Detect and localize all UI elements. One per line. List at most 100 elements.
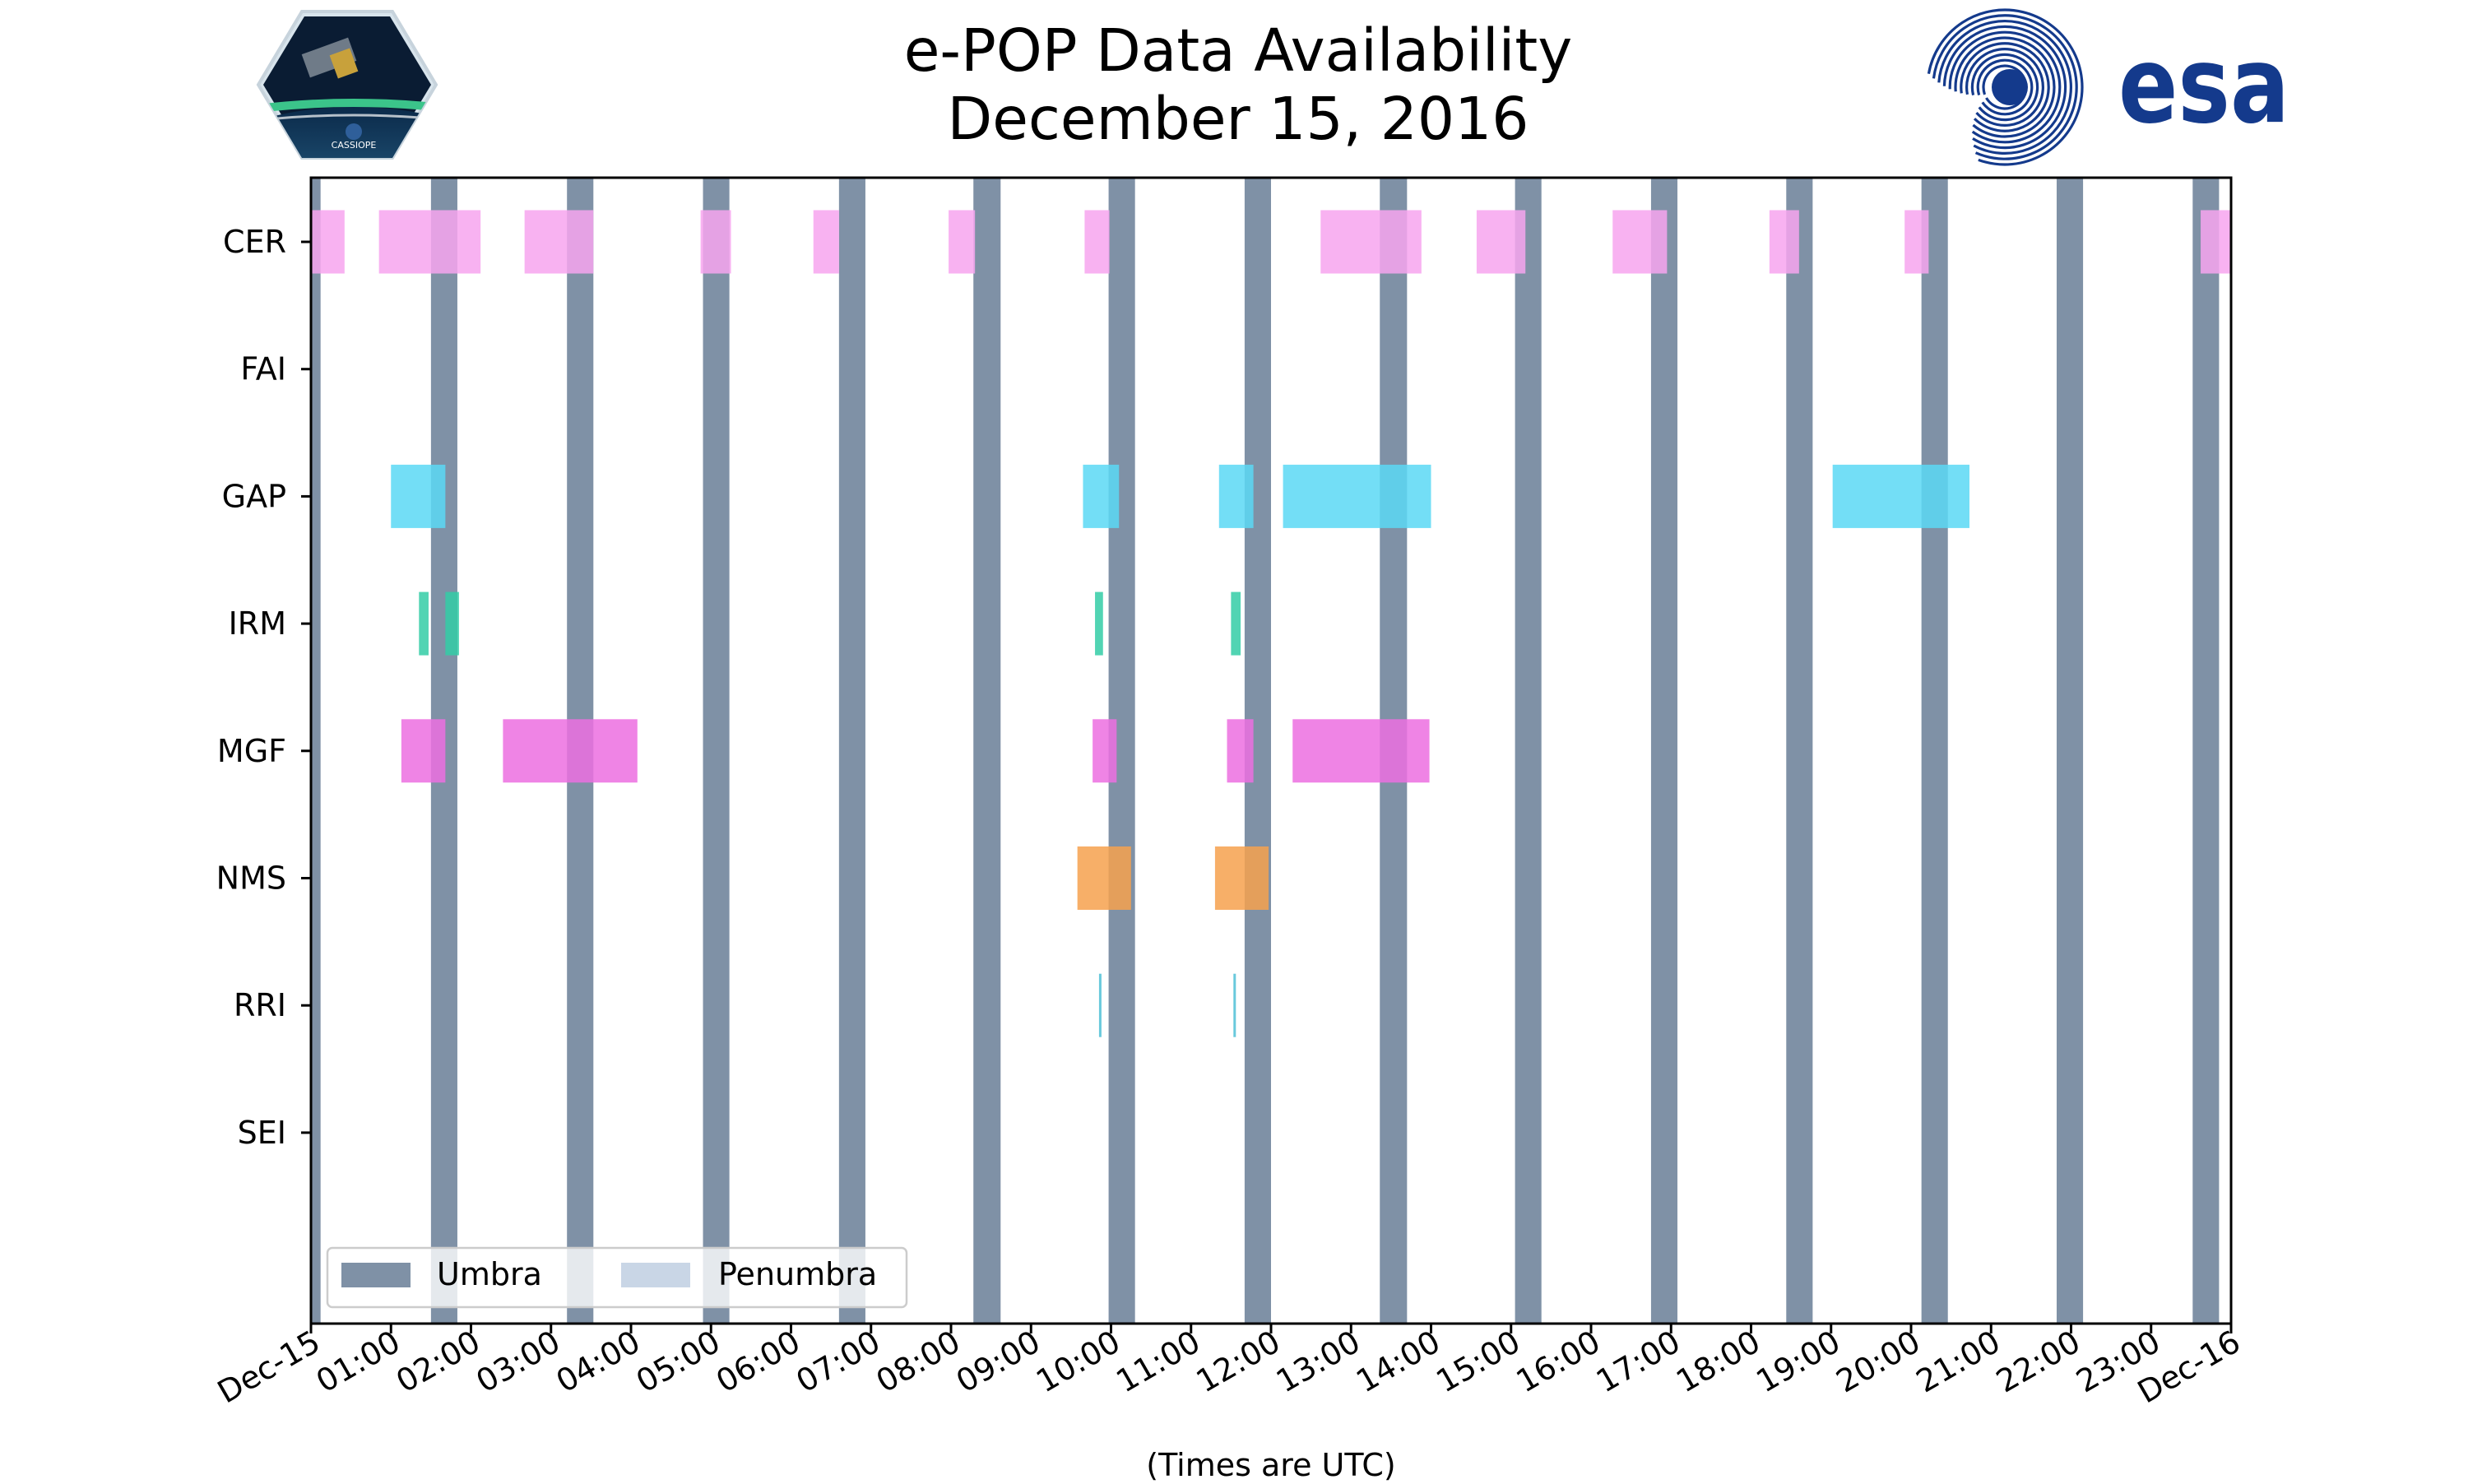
umbra-band [1515, 178, 1542, 1324]
esa-swirl-arc [1942, 25, 2067, 150]
availability-bar-irm [445, 591, 459, 656]
x-tick-label: 16:00 [1510, 1324, 1607, 1400]
x-tick-label: 09:00 [950, 1324, 1046, 1400]
availability-bar-mgf [1227, 719, 1254, 783]
legend-penumbra-label: Penumbra [718, 1256, 877, 1292]
umbra-band [973, 178, 1001, 1324]
x-tick-label: 10:00 [1030, 1324, 1126, 1400]
x-tick-label: 15:00 [1430, 1324, 1526, 1400]
x-tick-label: 22:00 [1990, 1324, 2086, 1400]
x-tick-label: 13:00 [1270, 1324, 1366, 1400]
availability-bar-cer [378, 210, 481, 274]
x-tick-label: Dec-15 [211, 1324, 326, 1411]
legend: Umbra Penumbra [326, 1246, 908, 1309]
umbra-band [838, 178, 865, 1324]
availability-bar-cer [700, 210, 731, 274]
esa-swirl-arc [1976, 58, 2034, 116]
esa-logo-text: esa [2118, 25, 2289, 147]
y-tick-label: FAI [240, 351, 286, 387]
esa-swirl-arc [1954, 36, 2056, 138]
x-tick-label: 21:00 [1910, 1324, 2006, 1400]
availability-bar-nms [1077, 846, 1131, 910]
esa-swirl-arc [1948, 30, 2062, 144]
y-tick-label: RRI [234, 987, 286, 1023]
x-tick-label: 20:00 [1830, 1324, 1927, 1400]
availability-bar-gap [391, 464, 446, 528]
x-tick-label: 18:00 [1670, 1324, 1766, 1400]
x-tick-label: 01:00 [310, 1324, 406, 1400]
y-tick-label: IRM [229, 605, 286, 642]
availability-bar-cer [949, 210, 976, 274]
legend-penumbra-swatch [621, 1263, 690, 1287]
availability-bar-gap [1832, 464, 1969, 528]
availability-bar-cer [1612, 210, 1668, 274]
esa-swirl-arc [1932, 14, 2078, 160]
availability-bar-rri [1098, 973, 1102, 1037]
cassiope-logo-text: CASSIOPE [332, 140, 377, 151]
chart-title-line2: December 15, 2016 [948, 85, 1529, 153]
availability-bar-irm [1231, 591, 1241, 656]
x-tick-label: 14:00 [1350, 1324, 1446, 1400]
availability-bar-cer [1084, 210, 1110, 274]
x-tick-label: 19:00 [1750, 1324, 1846, 1400]
availability-bar-gap [1083, 464, 1120, 528]
y-tick-label: NMS [216, 860, 286, 897]
availability-bar-rri [1233, 973, 1236, 1037]
legend-box [326, 1246, 908, 1309]
esa-swirl-arc [1970, 53, 2039, 122]
y-tick-label: MGF [217, 733, 286, 769]
availability-bar-cer [813, 210, 839, 274]
x-axis-label: (Times are UTC) [1146, 1447, 1395, 1481]
availability-bar-cer [1904, 210, 1929, 274]
chart-title-line1: e-POP Data Availability [904, 16, 1572, 85]
umbra-band [2192, 178, 2220, 1324]
availability-bar-mgf [503, 719, 638, 783]
esa-logo: esa [1927, 8, 2289, 166]
x-tick-label: 17:00 [1590, 1324, 1686, 1400]
umbra-band [2056, 178, 2084, 1324]
x-tick-label: 11:00 [1110, 1324, 1206, 1400]
umbra-band [311, 178, 321, 1324]
x-tick-label: 03:00 [470, 1324, 566, 1400]
x-axis: Dec-1501:0002:0003:0004:0005:0006:0007:0… [211, 1324, 2246, 1411]
legend-umbra-swatch [341, 1263, 411, 1287]
availability-bar-gap [1283, 464, 1431, 528]
availability-bar-mgf [1093, 719, 1117, 783]
legend-umbra-label: Umbra [437, 1256, 542, 1292]
x-tick-label: 05:00 [630, 1324, 726, 1400]
umbra-band [1786, 178, 1813, 1324]
umbra-layer [311, 178, 2220, 1324]
availability-bar-mgf [401, 719, 446, 783]
availability-bars [311, 210, 2231, 1037]
availability-bar-cer [311, 210, 345, 274]
x-tick-label: 07:00 [790, 1324, 886, 1400]
esa-swirl-arc [1960, 42, 2050, 132]
availability-bar-gap [1218, 464, 1254, 528]
x-tick-label: 08:00 [870, 1324, 967, 1400]
esa-swirl-icon [1927, 8, 2084, 166]
x-tick-label: 06:00 [710, 1324, 806, 1400]
umbra-band [1921, 178, 1948, 1324]
y-tick-label: CER [223, 224, 286, 260]
x-tick-label: 02:00 [390, 1324, 486, 1400]
esa-swirl-arc [1927, 8, 2084, 166]
availability-bar-cer [2201, 210, 2231, 274]
availability-bar-cer [1476, 210, 1526, 274]
y-tick-label: SEI [238, 1115, 286, 1151]
x-tick-label: 04:00 [550, 1324, 647, 1400]
esa-swirl-arc [1937, 20, 2072, 155]
y-axis: CER FAI GAP IRM MGF NMS RRI SEI [216, 224, 311, 1151]
availability-bar-nms [1214, 846, 1269, 910]
availability-bar-irm [419, 591, 429, 656]
umbra-band [1650, 178, 1678, 1324]
x-tick-label: 12:00 [1190, 1324, 1287, 1400]
availability-bar-irm [1095, 591, 1103, 656]
availability-bar-mgf [1292, 719, 1430, 783]
umbra-band [703, 178, 730, 1324]
esa-swirl-arc [1965, 48, 2044, 127]
availability-bar-cer [524, 210, 594, 274]
availability-bar-cer [1769, 210, 1799, 274]
availability-bar-cer [1320, 210, 1422, 274]
